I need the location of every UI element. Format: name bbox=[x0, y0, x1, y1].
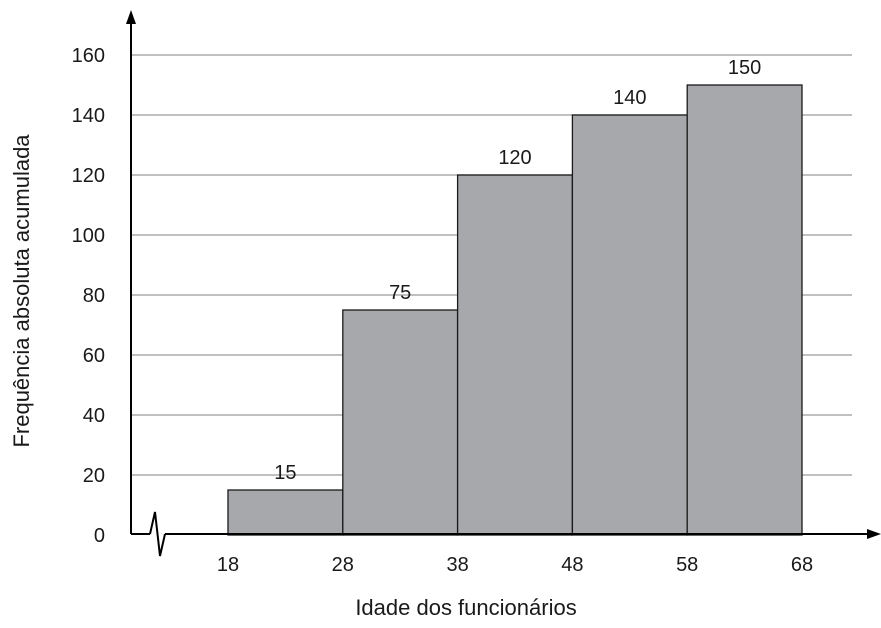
y-tick-label: 60 bbox=[83, 345, 105, 367]
x-tick-labels: 18 28 38 48 58 68 bbox=[217, 554, 813, 576]
y-tick-labels: 0 20 40 60 80 100 120 140 160 bbox=[72, 45, 105, 547]
x-axis-arrow bbox=[867, 529, 881, 539]
x-tick-label: 18 bbox=[217, 554, 239, 576]
data-label: 150 bbox=[728, 57, 761, 79]
y-axis-arrow bbox=[126, 10, 136, 24]
x-tick-label: 28 bbox=[332, 554, 354, 576]
y-tick-label: 120 bbox=[72, 165, 105, 187]
y-tick-label: 80 bbox=[83, 285, 105, 307]
data-labels: 15 75 120 140 150 bbox=[274, 57, 761, 484]
bar bbox=[456, 174, 574, 536]
bar bbox=[227, 489, 344, 536]
y-tick-label: 40 bbox=[83, 405, 105, 427]
x-axis-title: Idade dos funcionários bbox=[355, 595, 576, 620]
y-tick-label: 140 bbox=[72, 105, 105, 127]
y-tick-label: 160 bbox=[72, 45, 105, 67]
x-tick-label: 68 bbox=[791, 554, 813, 576]
bar bbox=[342, 309, 459, 536]
y-tick-label: 20 bbox=[83, 465, 105, 487]
x-tick-label: 48 bbox=[561, 554, 583, 576]
y-tick-label: 100 bbox=[72, 225, 105, 247]
x-tick-label: 58 bbox=[676, 554, 698, 576]
data-label: 15 bbox=[274, 462, 296, 484]
data-label: 75 bbox=[389, 282, 411, 304]
y-tick-label: 0 bbox=[94, 525, 105, 547]
y-axis-title: Frequência absoluta acumulada bbox=[9, 134, 34, 448]
x-axis-break-icon bbox=[149, 511, 166, 557]
bars-group bbox=[227, 84, 803, 536]
bar bbox=[686, 84, 803, 536]
x-tick-label: 38 bbox=[446, 554, 468, 576]
data-label: 140 bbox=[613, 87, 646, 109]
data-label: 120 bbox=[498, 147, 531, 169]
bar bbox=[571, 114, 688, 536]
axes-group bbox=[126, 10, 881, 557]
